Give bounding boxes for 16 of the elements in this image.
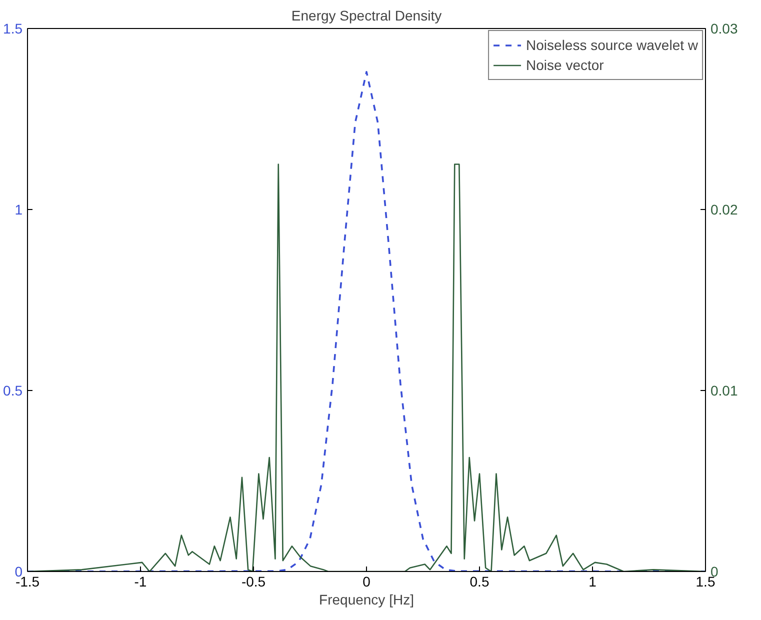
x-tick-label: 1	[588, 574, 597, 590]
x-tick-label: 0.5	[470, 574, 490, 590]
y2-tick-label: 0.03	[710, 20, 738, 36]
legend-label: Noiseless source wavelet w	[526, 37, 698, 53]
y2-tick-label: 0	[710, 564, 718, 580]
y-tick-label: 0.5	[3, 382, 23, 398]
x-axis-title: Frequency [Hz]	[319, 592, 414, 608]
x-tick-label: -0.5	[241, 574, 266, 590]
y2-tick-label: 0.01	[710, 382, 738, 398]
chart-title: Energy Spectral Density	[291, 8, 442, 24]
x-tick-label: -1	[134, 574, 147, 590]
legend-label: Noise vector	[526, 57, 604, 73]
y-tick-label: 1.5	[3, 20, 23, 36]
y2-tick-label: 0.02	[710, 202, 738, 218]
x-tick-label: 0	[362, 574, 371, 590]
y-tick-label: 1	[14, 202, 23, 218]
